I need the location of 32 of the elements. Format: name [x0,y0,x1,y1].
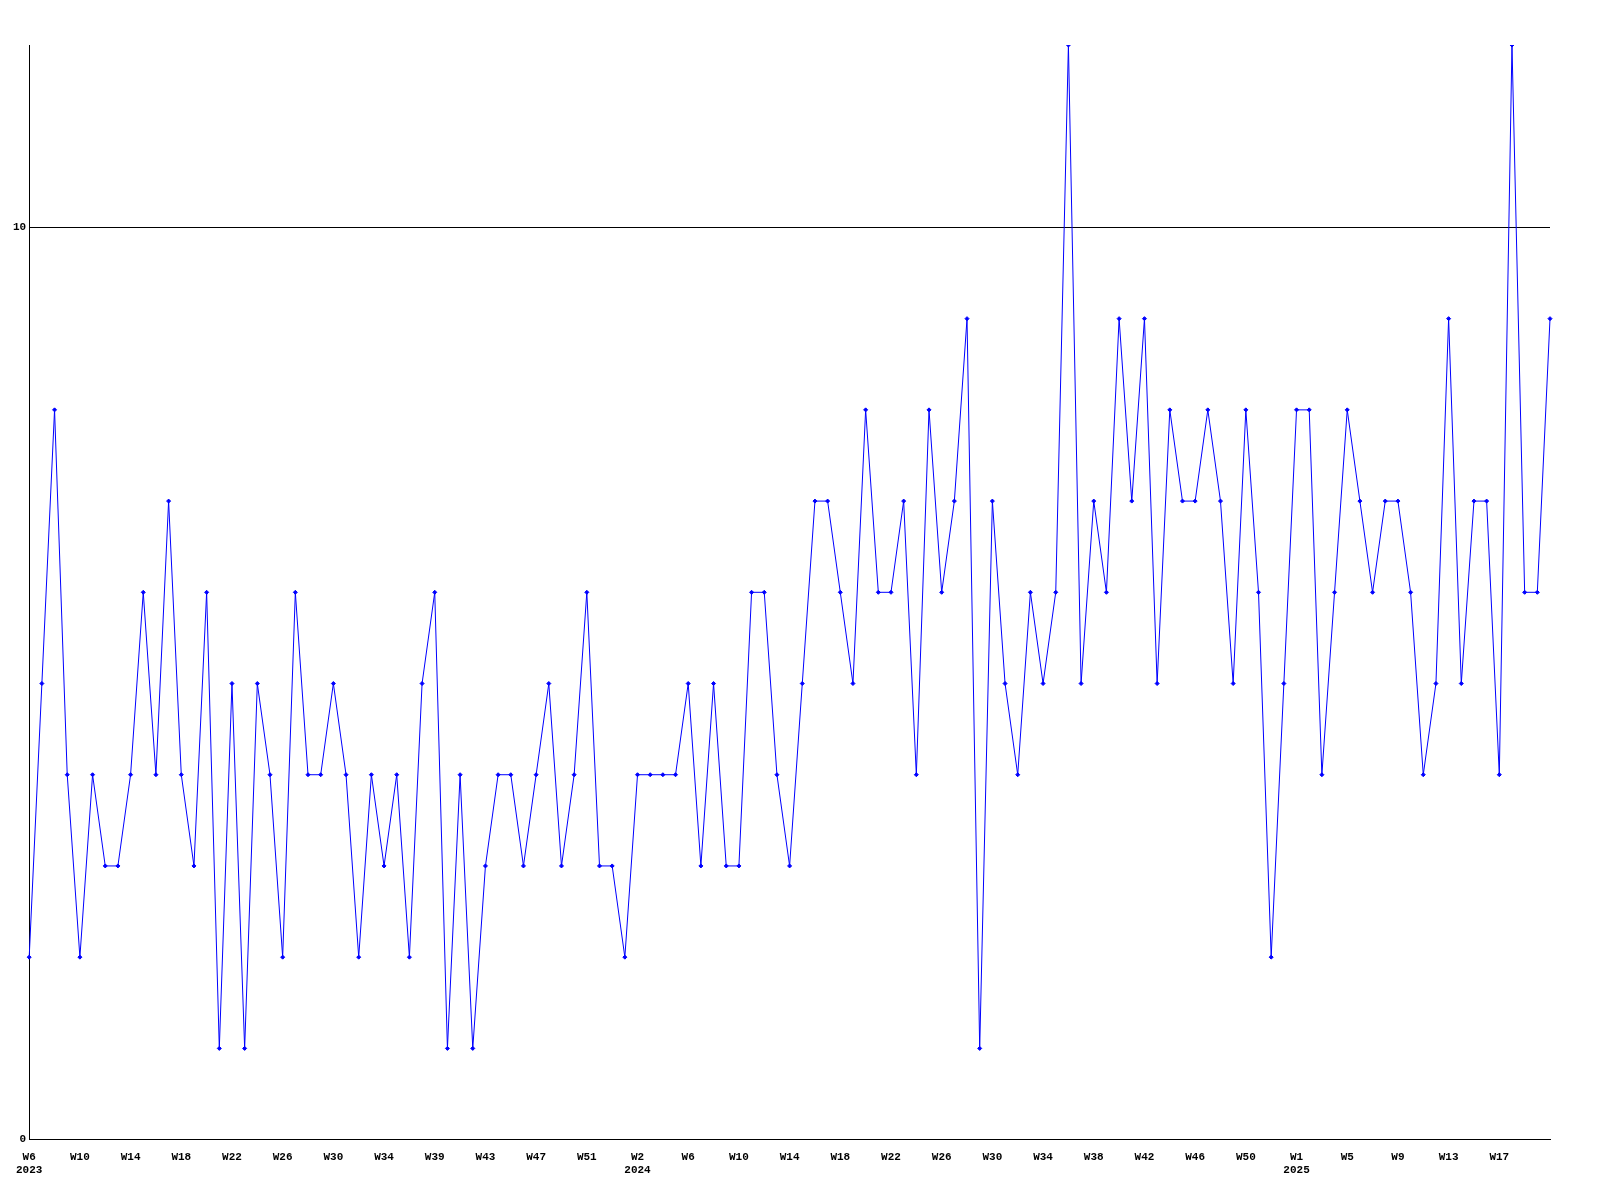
x-tick-label: W30 [323,1150,344,1163]
x-tick-label: W34 [374,1150,395,1163]
x-tick-label: W26 [931,1150,952,1163]
x-tick-label: W39 [424,1150,445,1163]
x-tick-label: W50 [1235,1150,1256,1163]
y-tick-label: 0 [19,1133,27,1146]
x-tick-label: W6 [681,1150,695,1163]
x-tick-label: W43 [475,1150,496,1163]
x-tick-label: W46 [1185,1150,1206,1163]
x-tick-label: W22 [222,1150,242,1163]
x-tick-label: W42 [1134,1150,1155,1163]
x-tick-label: W10 [729,1150,749,1163]
x-tick-label: W6 2023 [16,1150,43,1177]
x-tick-label: W9 [1391,1150,1405,1163]
x-tick-label: W22 [881,1150,901,1163]
x-tick-label: W26 [272,1150,293,1163]
x-tick-label: W18 [830,1150,851,1163]
x-tick-label: W34 [1033,1150,1054,1163]
x-tick-label: W47 [526,1150,547,1163]
x-tick-label: W10 [69,1150,90,1163]
x-tick-label: W14 [120,1150,141,1163]
x-tick-label: W5 [1340,1150,1355,1163]
x-tick-label: W38 [1083,1150,1105,1163]
x-tick-label: W13 [1438,1150,1459,1163]
y-tick-label: 10 [13,221,27,234]
x-tick-label: W18 [171,1150,192,1163]
x-tick-label: W17 [1489,1150,1510,1163]
x-tick-label: W1 2025 [1283,1150,1311,1177]
x-tick-label: W14 [779,1150,800,1163]
x-tick-label: W51 [576,1150,598,1163]
x-tick-label: W30 [982,1150,1003,1163]
x-tick-label: W2 2024 [624,1150,652,1177]
